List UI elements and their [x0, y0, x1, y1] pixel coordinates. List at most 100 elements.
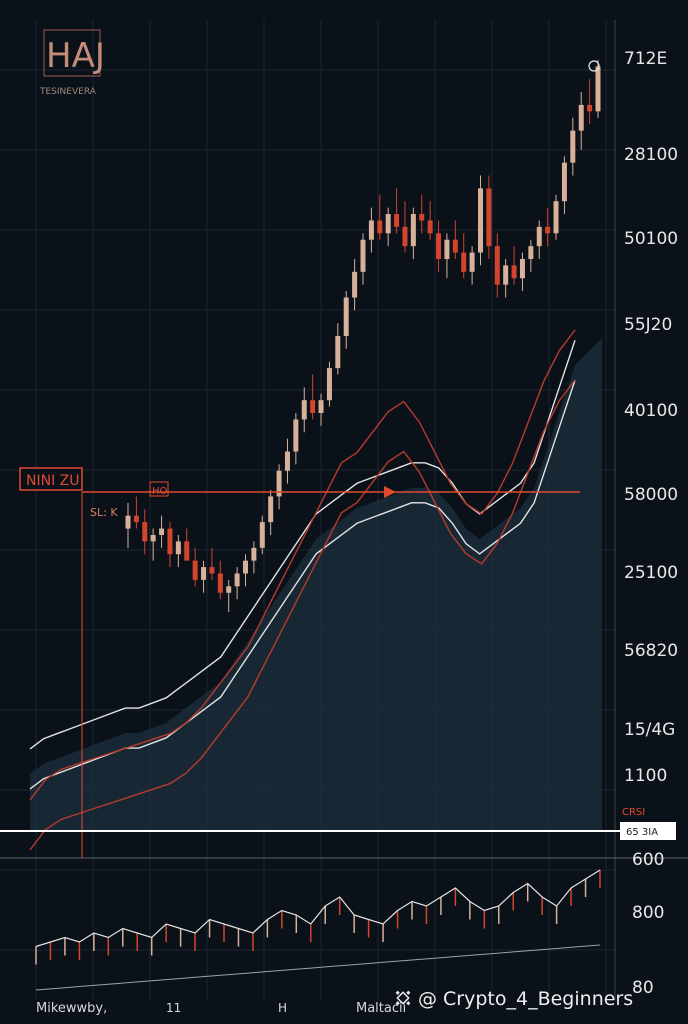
logo-subtitle: TESINEVERA — [39, 87, 97, 97]
arrow-marker-icon — [384, 486, 396, 498]
footer-mid-label-2: H — [278, 1001, 287, 1015]
indicator-lines — [29, 329, 576, 851]
candle-body — [293, 419, 299, 452]
price-tick-label: 15/4G — [624, 720, 675, 740]
candle-body — [150, 534, 156, 542]
price-tick-label: 50100 — [624, 229, 678, 249]
candle-body — [352, 271, 358, 298]
candle-body — [234, 573, 240, 587]
candle-body — [335, 336, 341, 369]
candle-body — [167, 528, 173, 555]
price-tick-label: 56820 — [624, 641, 678, 661]
candle-body — [478, 188, 483, 253]
footer-mid-label-3: Maltacii — [356, 1001, 406, 1016]
candle-body — [159, 528, 165, 535]
candle-body — [427, 220, 433, 234]
candle-body — [519, 258, 525, 279]
left-annotation-box[interactable] — [19, 467, 83, 491]
white-line-tag-box[interactable] — [620, 822, 676, 840]
candle-body — [536, 226, 542, 247]
lower-tick-label: 800 — [632, 903, 664, 923]
candle-body — [385, 214, 391, 234]
volume-trend-line — [35, 944, 601, 991]
candle-body — [226, 586, 232, 593]
candle-body — [259, 522, 265, 548]
candle-body — [587, 104, 593, 112]
indicator-area — [30, 338, 602, 830]
candle-body — [528, 246, 534, 259]
footer-mid-label-1: 11 — [166, 1001, 181, 1015]
candle-body — [326, 368, 332, 401]
candle-body — [243, 560, 248, 574]
price-tick-label: 712E — [624, 49, 667, 69]
candle-body — [318, 400, 324, 414]
level-tag-text: HO — [152, 486, 168, 497]
candle-body — [561, 162, 567, 202]
candle-body — [545, 226, 551, 234]
red-ma-line-secondary — [29, 379, 576, 851]
red-ma-line — [29, 329, 576, 801]
candle-body — [268, 496, 274, 523]
candle-body — [142, 522, 148, 542]
candle-body — [553, 201, 559, 234]
white-line-tag-top: CRSI — [622, 807, 645, 818]
left-annotation-text: NINI ZU — [26, 473, 80, 489]
candle-body — [595, 66, 601, 112]
candle-body — [301, 400, 307, 420]
candle-body — [494, 246, 500, 285]
price-tick-label: 55J20 — [624, 315, 672, 335]
candle-body — [201, 567, 207, 580]
candle-body — [251, 547, 257, 561]
candle-body — [419, 214, 425, 221]
candle-body — [125, 515, 131, 529]
left-note: SL: K — [90, 506, 118, 519]
candle-body — [133, 515, 139, 523]
candle-body — [368, 220, 374, 240]
candle-body — [402, 226, 408, 247]
white-line-tag-text: 65 3IA — [626, 827, 658, 838]
candle-body — [410, 214, 416, 247]
candle-body — [436, 233, 442, 259]
price-tick-label: 58000 — [624, 485, 678, 505]
watermark-text: @ Crypto_4_Beginners — [418, 988, 633, 1010]
candle-body — [175, 541, 181, 555]
candle-body — [394, 214, 400, 227]
price-tick-label: 40100 — [624, 401, 678, 421]
candle-body — [192, 560, 198, 580]
indicator-area-fill — [30, 338, 602, 830]
lower-tick-label: 600 — [632, 850, 664, 870]
candle-body — [360, 239, 366, 272]
price-tick-label: 28100 — [624, 145, 678, 165]
price-axis: 712E 28100 50100 55J20 40100 58000 25100 56820 1… — [624, 49, 678, 786]
candle-body — [570, 130, 576, 163]
candle-body — [578, 104, 584, 131]
candle-body — [486, 188, 492, 247]
candle-body — [461, 252, 467, 272]
candle-body — [209, 567, 215, 574]
price-tick-label: 1100 — [624, 766, 667, 786]
candles-group[interactable] — [125, 60, 601, 612]
footer-left-label: Mikewwby, — [36, 1001, 107, 1016]
candle-body — [310, 400, 316, 414]
candle-body — [217, 573, 223, 593]
logo: HAJ TESINEVERA — [39, 29, 105, 97]
white-line-tag-top-bg — [620, 804, 676, 818]
candle-body — [452, 239, 458, 253]
candle-body — [184, 541, 190, 561]
volume-panel — [35, 869, 601, 991]
candle-body — [343, 297, 349, 336]
level-tag-box[interactable] — [149, 481, 169, 497]
candle-body — [469, 252, 475, 272]
volume-line — [35, 869, 601, 948]
lower-panel-axis: 600 800 80 — [632, 850, 664, 998]
watermark: @ Crypto_4_Beginners — [395, 988, 633, 1010]
candle-body — [377, 220, 383, 234]
candle-body — [284, 451, 290, 471]
price-tick-label: 25100 — [624, 563, 678, 583]
lower-tick-label: 80 — [632, 978, 654, 998]
candle-body — [276, 470, 282, 497]
latest-price-marker-icon — [588, 60, 600, 72]
logo-text: HAJ — [46, 36, 105, 76]
logo-frame — [43, 29, 101, 77]
